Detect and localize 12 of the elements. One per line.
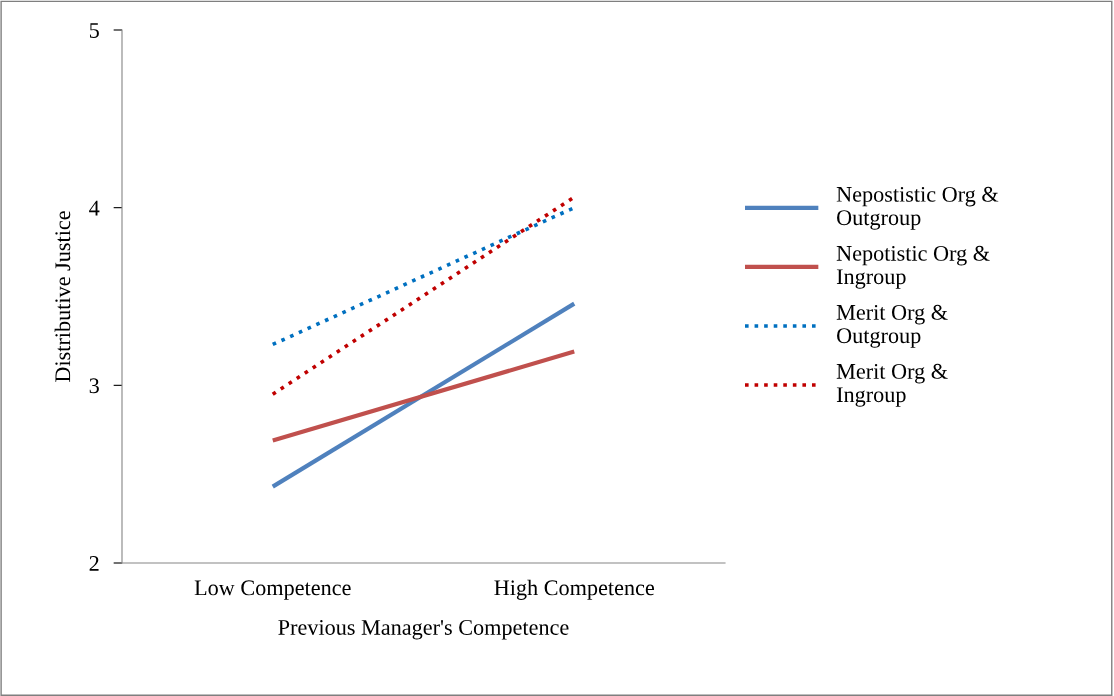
legend-label: Nepotistic Org & Ingroup [836,245,990,289]
x-tick-label: Low Competence [194,580,351,600]
x-tick-label: High Competence [494,579,655,600]
legend-label: Nepostistic Org & Outgroup [836,186,999,230]
legend-label: Merit Org & Ingroup [836,363,948,407]
x-axis-title: Previous Manager's Competence [278,619,569,640]
legend-label: Merit Org & Outgroup [836,304,948,348]
y-tick-label: 5 [89,23,99,38]
y-axis-title: Distributive Justice [54,211,71,382]
y-tick-label: 4 [89,200,100,216]
y-tick-label: 3 [89,378,99,394]
y-tick-label: 2 [89,555,99,571]
